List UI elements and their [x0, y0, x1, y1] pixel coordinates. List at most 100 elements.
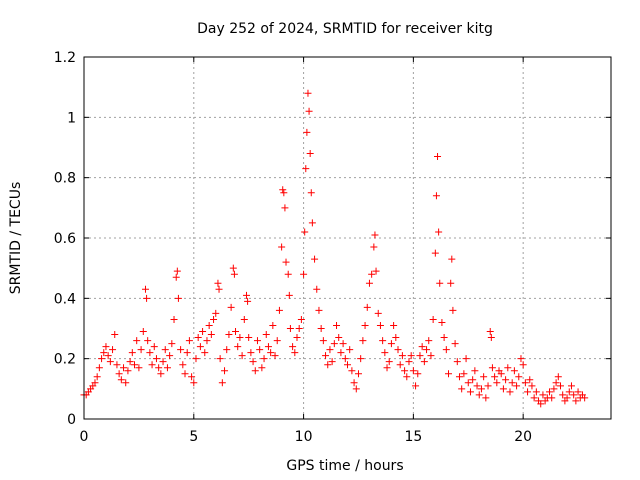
data-point — [247, 349, 255, 357]
data-point — [159, 358, 167, 366]
y-tick-label: 0.6 — [54, 231, 76, 247]
data-point — [253, 337, 261, 345]
data-point — [244, 297, 252, 305]
x-tick-label: 0 — [80, 429, 89, 445]
data-point — [447, 279, 455, 287]
data-point — [335, 334, 343, 342]
data-point — [480, 373, 488, 381]
data-point — [407, 352, 415, 360]
data-point — [435, 228, 443, 236]
data-point — [148, 361, 156, 369]
y-tick-label: 0.2 — [54, 352, 76, 368]
data-point — [429, 315, 437, 323]
data-point — [256, 346, 264, 354]
data-point — [192, 355, 200, 363]
data-point — [163, 364, 171, 372]
y-tick-label: 1 — [67, 110, 76, 126]
data-point — [190, 379, 198, 387]
data-point — [279, 186, 287, 194]
data-point — [278, 243, 286, 251]
data-point — [436, 279, 444, 287]
data-point — [528, 382, 536, 390]
data-point — [506, 388, 514, 396]
data-point — [371, 231, 379, 239]
data-point — [98, 355, 106, 363]
data-point — [131, 361, 139, 369]
y-tick-label: 0.4 — [54, 291, 76, 307]
y-tick-label: 0 — [67, 412, 76, 428]
data-point — [559, 391, 567, 399]
data-point — [359, 337, 367, 345]
data-point — [303, 128, 311, 136]
data-point — [214, 279, 222, 287]
data-point — [333, 321, 341, 329]
data-point — [365, 279, 373, 287]
data-point — [238, 352, 246, 360]
data-point — [491, 373, 499, 381]
data-point — [412, 382, 420, 390]
data-point — [473, 382, 481, 390]
data-point — [143, 294, 151, 302]
data-point — [385, 358, 393, 366]
data-point — [166, 352, 174, 360]
data-point — [135, 364, 143, 372]
data-point — [497, 370, 505, 378]
data-point — [442, 346, 450, 354]
data-point — [414, 370, 422, 378]
data-point — [282, 258, 290, 266]
data-point — [445, 370, 453, 378]
data-point — [420, 358, 428, 366]
data-point — [372, 267, 380, 275]
data-point — [133, 337, 141, 345]
data-point — [199, 328, 207, 336]
data-point — [346, 346, 354, 354]
data-point — [567, 382, 575, 390]
data-point — [458, 385, 466, 393]
data-point — [315, 306, 323, 314]
data-point — [363, 303, 371, 311]
data-point — [401, 367, 409, 375]
data-point — [477, 385, 485, 393]
data-point — [449, 306, 457, 314]
data-point — [161, 346, 169, 354]
data-point — [144, 337, 152, 345]
x-tick-labels: 0 5 10 15 20 — [80, 429, 533, 445]
data-point — [339, 340, 347, 348]
data-point — [111, 331, 119, 339]
data-point — [539, 391, 547, 399]
data-point — [120, 364, 128, 372]
data-point — [348, 367, 356, 375]
data-point — [328, 358, 336, 366]
data-point — [317, 325, 325, 332]
data-point — [383, 364, 391, 372]
data-point — [218, 379, 226, 387]
data-point — [464, 379, 472, 387]
data-point — [513, 382, 521, 390]
data-point — [462, 355, 470, 363]
data-point — [205, 321, 213, 329]
data-point — [146, 349, 154, 357]
data-point — [281, 204, 289, 212]
data-point — [484, 382, 492, 390]
data-point — [469, 376, 477, 384]
data-point — [115, 370, 123, 378]
data-point — [563, 394, 571, 402]
data-point — [398, 352, 406, 360]
data-point — [188, 373, 196, 381]
data-point — [572, 397, 580, 405]
data-point — [416, 352, 424, 360]
data-point — [102, 343, 110, 351]
data-point — [313, 285, 321, 293]
data-point — [262, 331, 270, 339]
data-point — [357, 355, 365, 363]
data-point — [293, 334, 301, 342]
data-point — [581, 394, 589, 402]
data-point — [185, 337, 193, 345]
data-point — [361, 321, 369, 329]
data-point — [249, 358, 257, 366]
data-point — [139, 328, 147, 336]
data-point — [150, 343, 158, 351]
data-point — [275, 306, 283, 314]
data-point — [376, 321, 384, 329]
